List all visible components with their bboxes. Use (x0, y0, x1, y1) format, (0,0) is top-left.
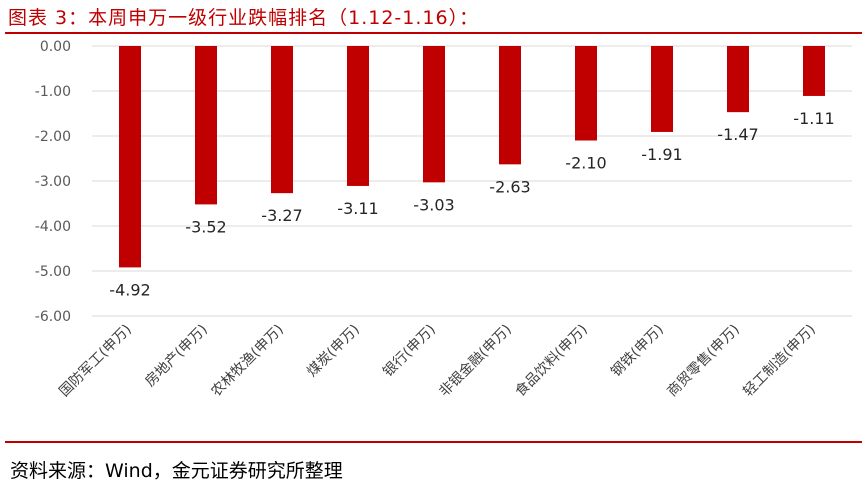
y-tick-label: -3.00 (35, 174, 71, 190)
bar (195, 46, 217, 205)
data-label: -2.10 (565, 154, 606, 173)
data-label: -1.11 (793, 109, 834, 128)
x-tick-label: 国防军工(申万) (56, 322, 134, 400)
bars (119, 46, 825, 268)
y-tick-label: -6.00 (35, 309, 71, 325)
x-axis-tick-labels: 国防军工(申万) 房地产(申万)农林牧渔(申万) 煤炭(申万) 银行(申万)非银金融(… (56, 321, 818, 400)
data-label: -2.63 (489, 177, 530, 196)
x-tick-label: 商贸零售(申万) (664, 322, 742, 400)
data-label: -1.91 (641, 145, 682, 164)
y-axis-tick-labels: 0.00 -1.00 -2.00 -3.00 -4.00 -5.00 -6.00 (35, 39, 71, 325)
bar (651, 46, 673, 132)
bar (575, 46, 597, 141)
gridlines (92, 45, 852, 317)
x-tick-label: 煤炭(申万) (304, 322, 363, 381)
x-tick-label: 钢铁(申万) (608, 322, 667, 381)
y-tick-label: 0.00 (40, 39, 71, 55)
data-labels: -4.92 -3.52 -3.27 -3.11 -3.03 -2.63 -2.10 -1.91… (109, 109, 834, 299)
bar-chart: 0.00 -1.00 -2.00 -3.00 -4.00 -5.00 -6.00 -4.92… (35, 39, 852, 400)
bar (119, 46, 141, 268)
bar (271, 46, 293, 194)
bar (499, 46, 521, 165)
data-label: -3.52 (185, 217, 226, 236)
x-tick-label: 食品饮料(申万) (512, 321, 591, 400)
y-tick-label: -4.00 (35, 219, 71, 235)
data-label: -3.27 (261, 206, 302, 225)
y-tick-label: -5.00 (35, 264, 71, 280)
bar (423, 46, 445, 183)
y-tick-label: -1.00 (35, 84, 71, 100)
bar (803, 46, 825, 96)
source-note: 资料来源：Wind，金元证券研究所整理 (10, 460, 343, 482)
data-label: -1.47 (717, 125, 758, 144)
data-label: -3.11 (337, 199, 378, 218)
data-label: -3.03 (413, 195, 454, 214)
x-tick-label: 银行(申万) (380, 322, 439, 381)
y-tick-label: -2.00 (35, 129, 71, 145)
title-rule (5, 32, 862, 34)
x-tick-label: 非银金融(申万) (436, 322, 514, 400)
bar (727, 46, 749, 113)
x-tick-label: 农林牧渔(申万) (208, 322, 286, 400)
bar (347, 46, 369, 186)
x-tick-label: 轻工制造(申万) (740, 322, 818, 400)
footer-rule (5, 441, 862, 443)
data-label: -4.92 (109, 280, 150, 299)
chart-title: 图表 3：本周申万一级行业跌幅排名（1.12-1.16）： (8, 7, 480, 29)
x-tick-label: 房地产(申万) (142, 322, 211, 391)
